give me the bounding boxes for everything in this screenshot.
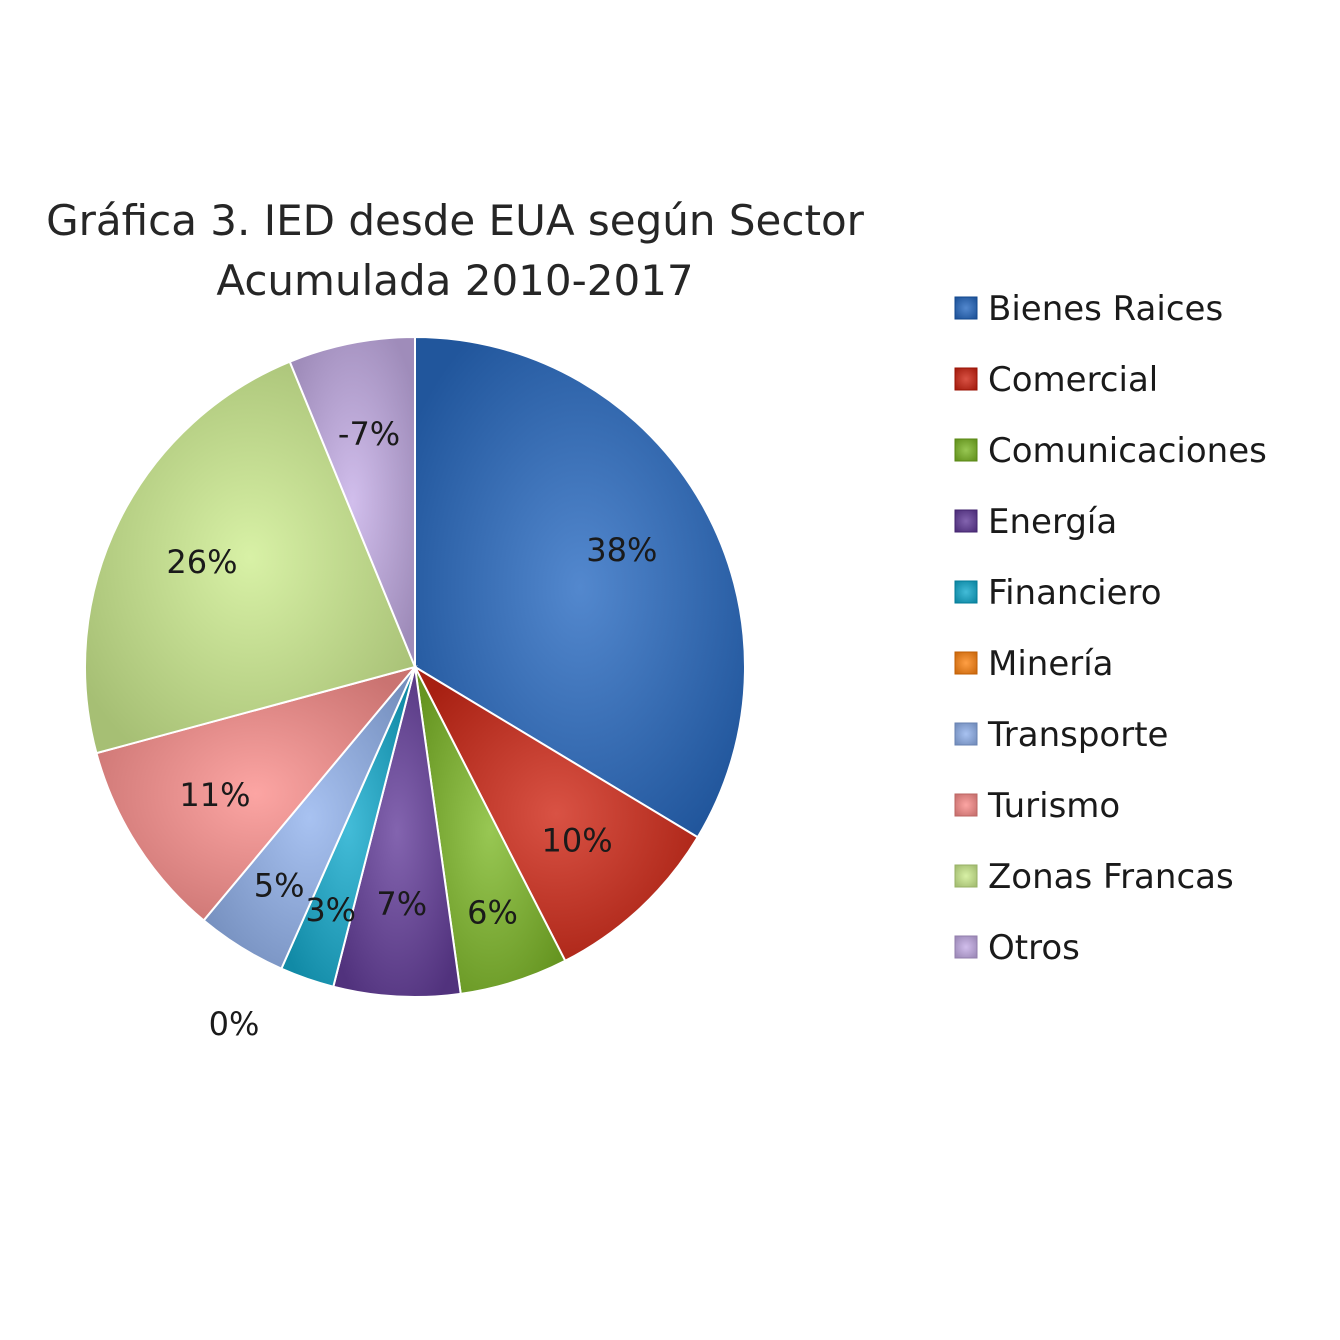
legend-swatch-otros <box>954 935 978 959</box>
legend: Bienes Raices Comercial Comunicaciones Ener… <box>954 289 1267 968</box>
data-label-mineria: 0% <box>209 1005 260 1043</box>
data-label-financiero: 3% <box>305 891 356 929</box>
legend-swatch-transporte <box>954 722 978 746</box>
labels-layer: 38% 10% 6% 7% 3% 0% 5% 11% 26% -7% <box>166 415 657 1043</box>
data-label-comunicaciones: 6% <box>467 893 518 931</box>
legend-label-comercial: Comercial <box>988 360 1158 400</box>
data-label-comercial: 10% <box>542 822 613 860</box>
legend-swatch-bienes-raices <box>954 296 978 320</box>
pie-slice-turismo <box>95 665 418 922</box>
data-label-turismo: 11% <box>179 776 250 814</box>
legend-label-comunicaciones: Comunicaciones <box>988 431 1267 471</box>
pie-slice-bienes-raices <box>414 335 746 839</box>
legend-label-turismo: Turismo <box>987 786 1120 826</box>
pie-slice-comercial <box>412 664 700 963</box>
legend-swatch-mineria <box>954 651 978 675</box>
legend-swatch-turismo <box>954 793 978 817</box>
data-label-otros: -7% <box>338 415 400 453</box>
legend-label-energia: Energía <box>988 502 1117 542</box>
legend-swatch-energia <box>954 509 978 533</box>
legend-label-mineria: Minería <box>988 644 1114 684</box>
legend-label-financiero: Financiero <box>988 573 1162 613</box>
legend-label-bienes-raices: Bienes Raices <box>988 289 1223 329</box>
legend-swatch-comunicaciones <box>954 438 978 462</box>
pie-slice-energia <box>332 666 462 998</box>
legend-label-transporte: Transporte <box>987 715 1168 755</box>
slices-layer <box>84 335 746 998</box>
legend-label-zonas-francas: Zonas Francas <box>988 857 1234 897</box>
legend-swatch-zonas-francas <box>954 864 978 888</box>
data-label-energia: 7% <box>376 885 427 923</box>
data-label-transporte: 5% <box>254 867 305 905</box>
legend-label-otros: Otros <box>988 928 1080 968</box>
pie-slice-zonas-francas <box>84 360 417 755</box>
chart-subtitle: Acumulada 2010-2017 <box>216 256 693 305</box>
data-label-bienes-raices: 38% <box>586 531 657 569</box>
chart-title: Gráfica 3. IED desde EUA según Sector <box>46 196 865 245</box>
data-label-zonas-francas: 26% <box>166 543 237 581</box>
legend-swatch-comercial <box>954 367 978 391</box>
pie-slice-otros <box>288 335 416 668</box>
legend-swatch-financiero <box>954 580 978 604</box>
